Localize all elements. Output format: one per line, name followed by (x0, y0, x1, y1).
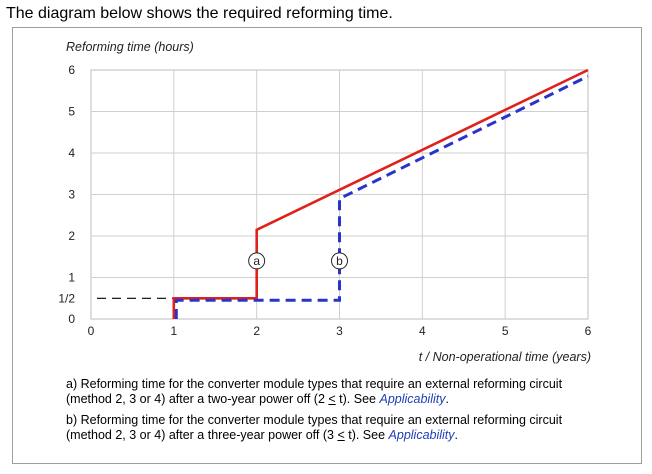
x-tick-label: 1 (170, 324, 177, 338)
note-a-applicability-link[interactable]: Applicability (379, 392, 446, 406)
intro-text: The diagram below shows the required ref… (6, 5, 393, 22)
marker-circle-b (331, 252, 348, 270)
note-b-suffix: t). See (344, 428, 389, 442)
note-b-applicability-link[interactable]: Applicability (388, 428, 455, 442)
y-tick-label: 1/2 (58, 291, 75, 305)
y-tick-label: 6 (68, 63, 75, 77)
note-a-text: a) Reforming time for the converter modu… (66, 377, 563, 406)
series-line-b (174, 74, 589, 319)
y-tick-label: 4 (68, 146, 75, 160)
y-tick-label: 3 (68, 188, 75, 202)
marker-label-b: b (336, 254, 343, 268)
note-a: a) Reforming time for the converter modu… (66, 377, 606, 407)
x-tick-label: 6 (585, 324, 592, 338)
grid (90, 69, 589, 320)
note-a-suffix: t). See (335, 392, 380, 406)
x-tick-label: 2 (253, 324, 260, 338)
note-b-le: < (337, 428, 345, 442)
marker-b: b (331, 252, 348, 270)
x-axis-label: t / Non-operational time (years) (419, 350, 591, 364)
note-b-text: b) Reforming time for the converter modu… (66, 413, 563, 442)
chart-notes: a) Reforming time for the converter modu… (66, 377, 606, 449)
marker-label-a: a (253, 254, 260, 268)
note-b-end: . (454, 428, 459, 442)
series-lines (172, 68, 589, 319)
y-tick-label: 5 (68, 105, 75, 119)
diagram-frame (12, 27, 642, 464)
x-tick-label: 3 (336, 324, 343, 338)
series-line-a (172, 68, 589, 319)
marker-circle-a (248, 252, 266, 270)
y-tick-label: 2 (68, 229, 75, 243)
note-b: b) Reforming time for the converter modu… (66, 413, 606, 443)
marker-a: a (248, 252, 266, 270)
y-tick-label: 1 (68, 271, 75, 285)
note-a-end: . (445, 392, 449, 406)
tick-labels: 0 1 2 3 4 5 6 0 1/2 1 2 3 4 5 6 (58, 63, 591, 338)
x-tick-label: 5 (502, 324, 509, 338)
y-axis-label: Reforming time (hours) (66, 40, 194, 54)
x-tick-label: 4 (419, 324, 426, 338)
note-a-le: < (328, 392, 336, 406)
y-tick-label: 0 (68, 312, 75, 326)
x-tick-label: 0 (88, 324, 95, 338)
